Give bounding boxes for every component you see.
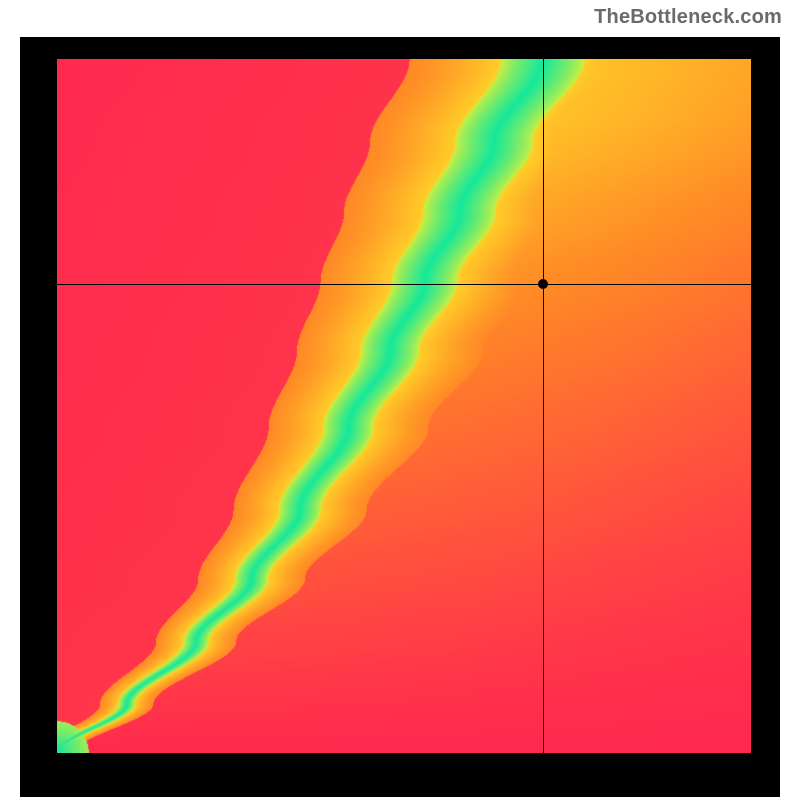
heatmap-plot [57, 59, 751, 753]
heatmap-canvas [57, 59, 751, 753]
crosshair-vertical [543, 59, 544, 753]
crosshair-horizontal [57, 284, 751, 285]
root: TheBottleneck.com [0, 0, 800, 800]
plot-frame [20, 37, 780, 797]
watermark-text: TheBottleneck.com [594, 6, 782, 29]
crosshair-point [538, 279, 548, 289]
